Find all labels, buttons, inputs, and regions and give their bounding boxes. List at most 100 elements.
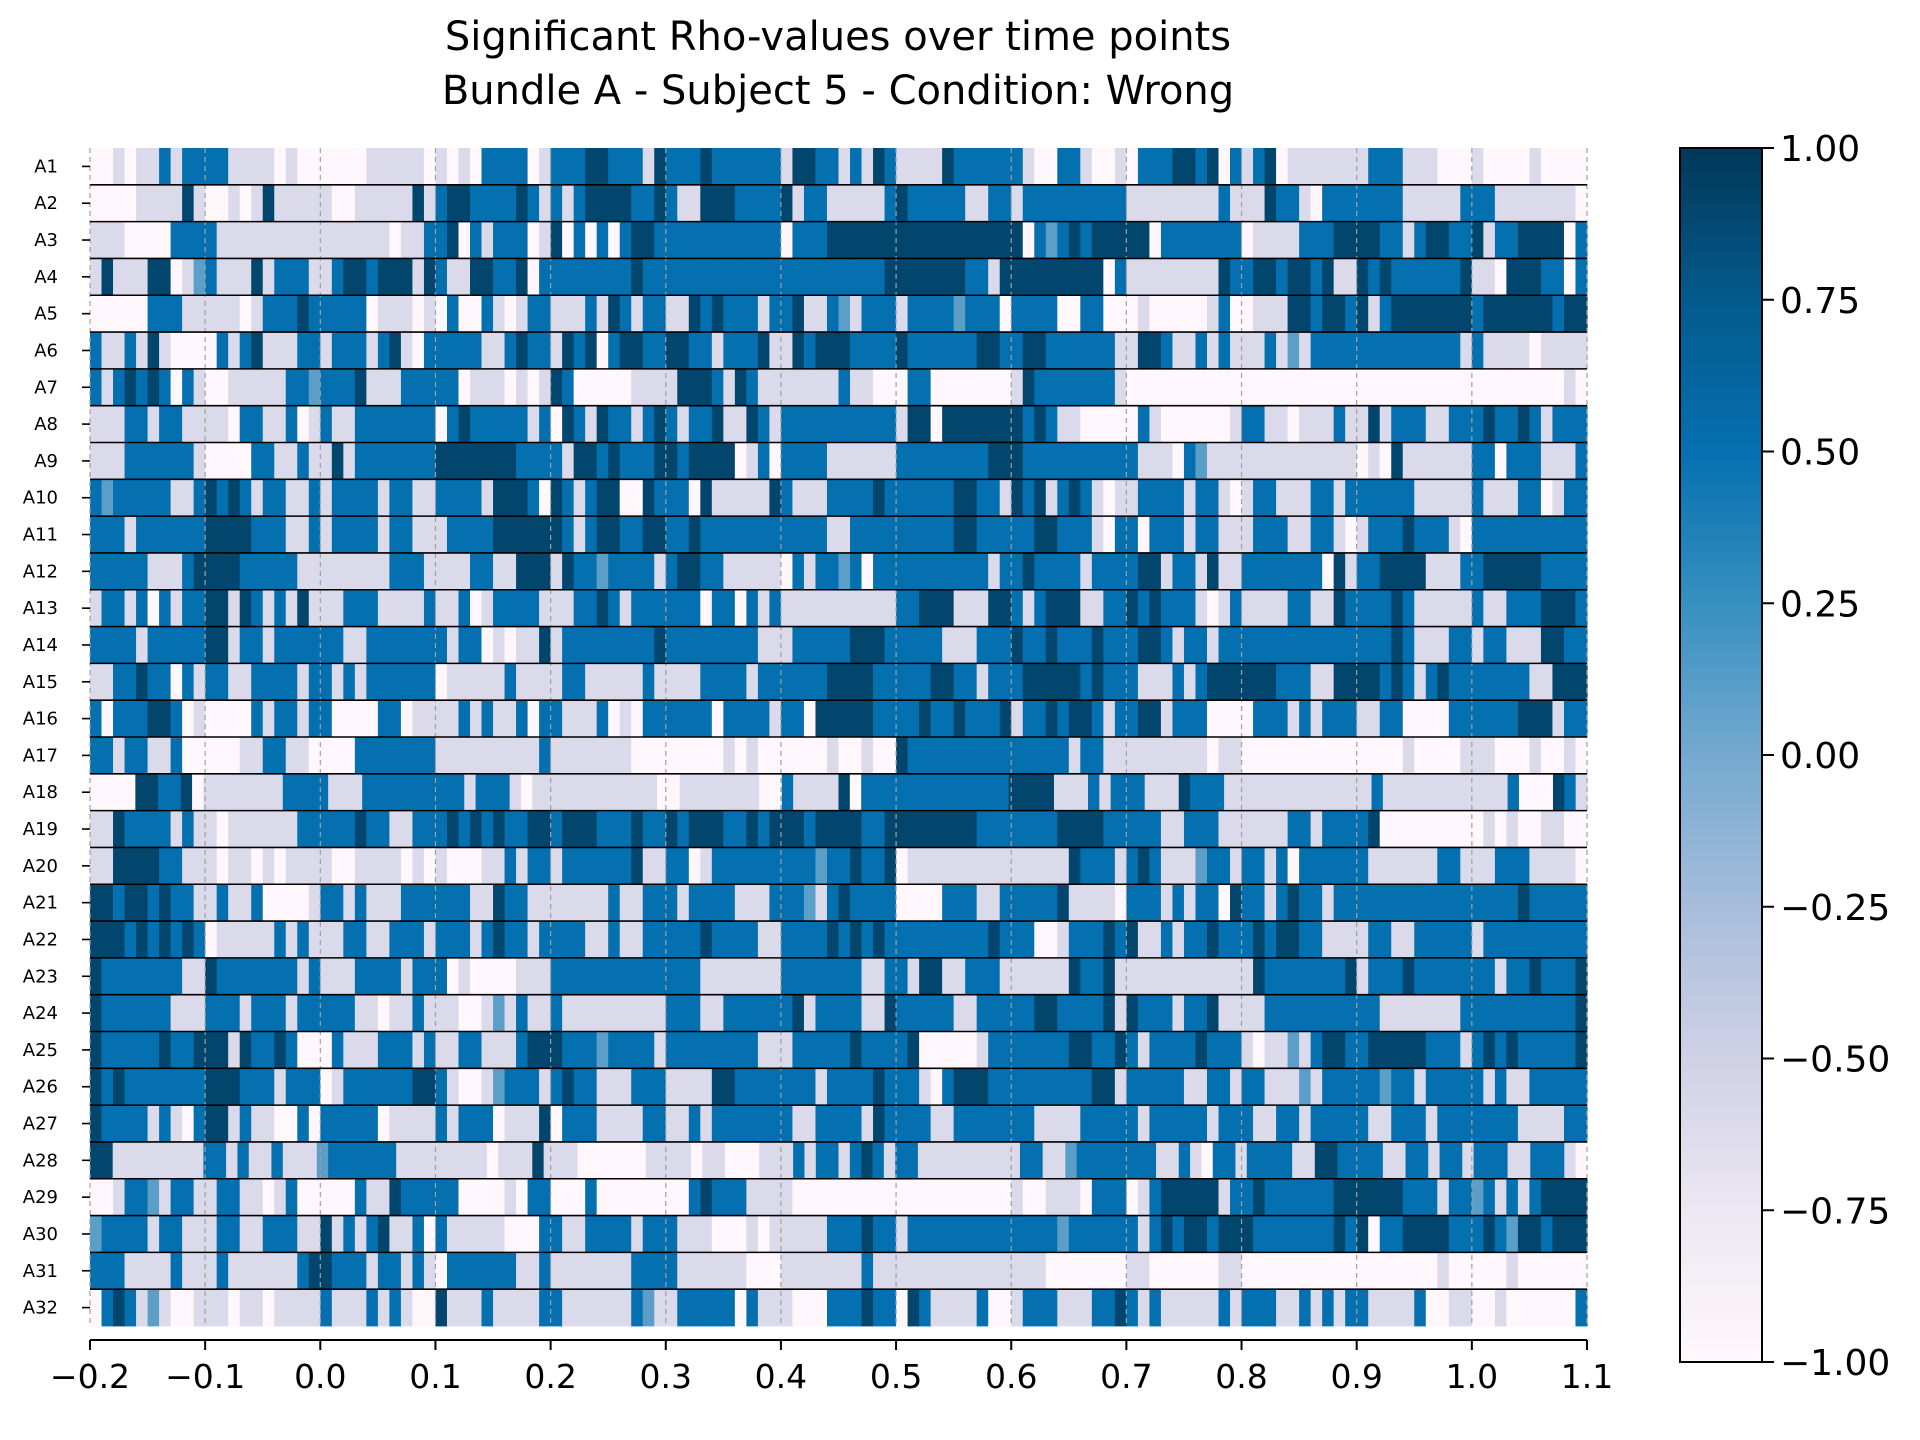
colorbar-tick-label: 0.00 <box>1780 736 1860 777</box>
heatmap-cell <box>873 442 886 480</box>
heatmap-cell <box>815 1105 828 1143</box>
heatmap-cell <box>803 626 817 664</box>
heatmap-cell <box>999 810 1012 848</box>
heatmap-cell <box>1022 994 1035 1032</box>
heatmap-cell <box>516 737 529 775</box>
heatmap-cell <box>124 773 136 812</box>
heatmap-cell <box>1563 516 1577 554</box>
heatmap-cell <box>285 442 298 480</box>
heatmap-cell <box>1022 884 1035 922</box>
heatmap-cell <box>1057 1252 1070 1290</box>
heatmap-cell <box>101 442 114 480</box>
heatmap-cell <box>377 1215 390 1253</box>
heatmap-cell <box>688 332 701 370</box>
heatmap-cell <box>354 1215 367 1253</box>
heatmap-cell <box>1011 258 1024 296</box>
heatmap-cell <box>611 773 624 812</box>
heatmap-cell <box>792 1105 805 1143</box>
heatmap-cell <box>550 1031 563 1069</box>
heatmap-cell <box>688 921 701 959</box>
heatmap-cell <box>1517 700 1531 738</box>
heatmap-cell <box>1391 1178 1404 1216</box>
heatmap-cell <box>527 663 540 701</box>
heatmap-cell <box>1080 626 1093 664</box>
heatmap-cell <box>147 1105 160 1143</box>
heatmap-cell <box>147 1178 160 1216</box>
heatmap-cell <box>262 847 275 885</box>
heatmap-cell <box>896 810 909 848</box>
heatmap-cell <box>780 884 794 922</box>
heatmap-cell <box>193 1178 206 1216</box>
heatmap-cell <box>239 663 252 701</box>
heatmap-cell <box>838 552 851 591</box>
heatmap-cell <box>458 184 471 223</box>
heatmap-cell <box>792 847 805 885</box>
heatmap-cell <box>1011 332 1024 370</box>
heatmap-cell <box>354 184 367 223</box>
heatmap-cell <box>1080 1252 1093 1290</box>
heatmap-cell <box>124 405 137 443</box>
heatmap-cell <box>999 589 1012 627</box>
heatmap-cell <box>826 737 840 775</box>
heatmap-cell <box>757 332 771 370</box>
heatmap-cell <box>320 663 333 701</box>
heatmap-cell <box>1345 1252 1358 1290</box>
heatmap-cell <box>792 921 805 959</box>
heatmap-cell <box>320 1289 333 1327</box>
heatmap-cell <box>182 295 195 333</box>
heatmap-cell <box>527 589 540 627</box>
heatmap-cell <box>101 184 114 223</box>
heatmap-cell <box>1241 626 1254 664</box>
heatmap-cell <box>723 884 736 922</box>
heatmap-cell <box>665 405 678 443</box>
heatmap-cell <box>1402 810 1415 848</box>
heatmap-cell <box>331 295 344 333</box>
heatmap-cell <box>1103 921 1116 959</box>
heatmap-cell <box>1011 405 1024 443</box>
heatmap-cell <box>274 184 287 223</box>
heatmap-cell <box>608 368 621 407</box>
heatmap-cell <box>589 1141 601 1180</box>
heatmap-cell <box>285 994 298 1032</box>
heatmap-cell <box>770 1141 783 1180</box>
heatmap-cell <box>1517 258 1531 296</box>
heatmap-cell <box>1563 1068 1577 1106</box>
heatmap-cell <box>757 148 771 186</box>
heatmap-cell <box>746 626 759 664</box>
heatmap-cell <box>1299 589 1312 627</box>
heatmap-cell <box>1471 368 1484 407</box>
heatmap-cell <box>1080 1068 1093 1106</box>
heatmap-cell <box>608 1031 621 1069</box>
heatmap-cell <box>239 184 252 223</box>
heatmap-cell <box>1241 994 1254 1032</box>
heatmap-cell <box>1356 1252 1369 1290</box>
heatmap-cell <box>665 847 678 885</box>
heatmap-cell <box>1011 663 1024 701</box>
heatmap-cell <box>1287 1178 1300 1216</box>
heatmap-cell <box>1230 921 1243 959</box>
heatmap-cell <box>550 847 563 885</box>
heatmap-cell <box>1345 1215 1358 1253</box>
heatmap-cell <box>1517 884 1531 922</box>
heatmap-cell <box>205 479 218 517</box>
heatmap-cell <box>1264 258 1277 296</box>
heatmap-cell <box>1206 405 1220 443</box>
heatmap-cell <box>757 1178 771 1216</box>
heatmap-cell <box>470 957 483 996</box>
heatmap-cell <box>1552 773 1565 812</box>
heatmap-cell <box>793 1141 806 1180</box>
heatmap-cell <box>976 516 989 554</box>
heatmap-cell <box>1126 332 1139 370</box>
heatmap-cell <box>573 516 586 554</box>
heatmap-cell <box>331 626 344 664</box>
heatmap-cell <box>700 589 713 627</box>
heatmap-cell <box>527 442 540 480</box>
heatmap-cell <box>953 516 966 554</box>
heatmap-cell <box>1337 1141 1350 1180</box>
heatmap-cell <box>734 700 747 738</box>
heatmap-cell <box>1114 368 1127 407</box>
heatmap-cell <box>504 700 517 738</box>
heatmap-cell <box>389 184 402 223</box>
heatmap-cell <box>400 994 414 1032</box>
heatmap-cell <box>1540 1105 1554 1143</box>
